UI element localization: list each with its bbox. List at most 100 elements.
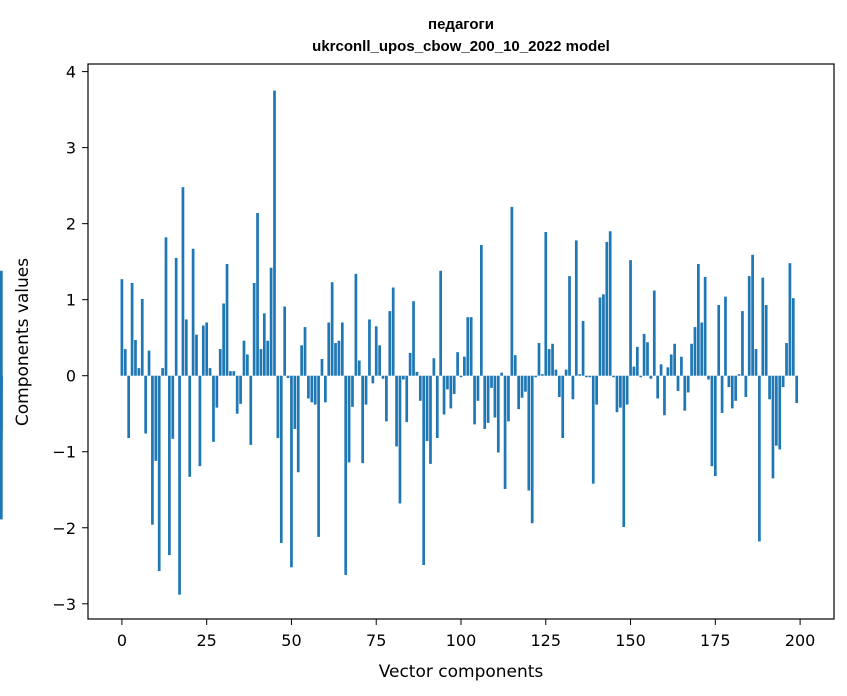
bar-53 — [300, 345, 303, 376]
bar-27 — [212, 375, 215, 442]
bar-42 — [262, 313, 266, 376]
bar-84 — [405, 375, 409, 423]
bar-3 — [130, 282, 134, 376]
bar-70 — [357, 360, 361, 376]
bar-20 — [188, 375, 192, 477]
y-tick-label: −3 — [52, 595, 76, 614]
bar-68 — [351, 375, 354, 407]
bar-98 — [452, 375, 456, 394]
bar-116 — [513, 355, 517, 376]
bar-64 — [337, 340, 341, 376]
bar-undefined — [0, 375, 3, 520]
bar-152 — [635, 346, 639, 376]
x-axis: 0 25 50 75 100 125 150 175 200 — [117, 619, 815, 650]
bar-78 — [385, 375, 388, 422]
bar-191 — [768, 375, 771, 400]
bar-90 — [425, 375, 429, 442]
bar-107 — [483, 375, 487, 429]
bar-54 — [303, 327, 307, 376]
bar-146 — [615, 375, 619, 413]
bar-24 — [201, 325, 205, 376]
x-tick-label: 75 — [366, 631, 386, 650]
bar-51 — [293, 375, 297, 429]
bar-99 — [456, 352, 459, 376]
bar-7 — [144, 375, 147, 434]
bar-19 — [184, 319, 188, 376]
bar-14 — [168, 375, 171, 556]
y-tick-label: 4 — [66, 63, 76, 82]
bar-154 — [642, 333, 646, 376]
bar-115 — [510, 206, 514, 376]
bar-186 — [751, 254, 754, 376]
bar-9 — [151, 375, 154, 525]
bar-139 — [591, 375, 595, 484]
bar-106 — [479, 244, 483, 376]
bar-63 — [334, 343, 337, 376]
bar-29 — [218, 349, 222, 376]
bar-16 — [174, 257, 178, 376]
bar-91 — [429, 375, 432, 464]
bar-66 — [344, 375, 348, 575]
bar-72 — [364, 375, 368, 405]
bar-148 — [622, 375, 626, 527]
bar-28 — [215, 375, 219, 408]
x-tick-label: 25 — [197, 631, 217, 650]
bar-40 — [256, 213, 259, 376]
bar-184 — [744, 375, 748, 397]
bar-131 — [564, 369, 568, 376]
bar-134 — [574, 240, 578, 376]
plot-frame — [87, 63, 835, 620]
bar-104 — [473, 375, 476, 425]
bar-197 — [788, 263, 792, 376]
bar-180 — [730, 375, 734, 409]
bar-118 — [520, 375, 524, 398]
bar-129 — [557, 375, 561, 397]
bar-71 — [361, 375, 365, 464]
bar-50 — [290, 375, 293, 568]
bar-192 — [771, 375, 775, 479]
x-tick-label: 125 — [530, 631, 561, 650]
bar-170 — [697, 263, 700, 376]
bar-81 — [395, 375, 398, 447]
y-tick-label: 1 — [66, 291, 76, 310]
bar-112 — [500, 372, 504, 376]
bar-21 — [191, 248, 195, 376]
bar-65 — [340, 322, 344, 376]
bar-169 — [693, 327, 697, 376]
bar-165 — [680, 356, 683, 376]
y-axis: −3 −2 −1 0 1 2 3 4 — [52, 63, 88, 614]
bar-144 — [608, 231, 612, 376]
bar-132 — [568, 276, 571, 376]
bar-102 — [466, 317, 470, 376]
bar-36 — [242, 340, 246, 376]
bar-25 — [205, 322, 209, 376]
bar-149 — [625, 375, 629, 405]
bar-39 — [252, 282, 256, 376]
y-tick-label: −1 — [52, 443, 76, 462]
bar-undefined — [0, 375, 3, 430]
bar-93 — [435, 375, 439, 439]
bar-173 — [707, 375, 710, 380]
y-tick-label: 0 — [66, 367, 76, 386]
bar-136 — [581, 320, 585, 376]
bar-61 — [327, 322, 331, 376]
bar-151 — [632, 366, 636, 376]
bar-164 — [676, 375, 680, 391]
bar-77 — [381, 375, 385, 379]
bar-183 — [741, 311, 744, 376]
bar-181 — [734, 375, 738, 401]
x-tick-label: 50 — [281, 631, 301, 650]
bar-86 — [412, 301, 415, 376]
bar-23 — [198, 375, 202, 467]
bar-59 — [320, 358, 324, 376]
bar-178 — [724, 296, 727, 376]
bar-55 — [307, 375, 310, 399]
bar-138 — [588, 375, 592, 378]
bar-30 — [222, 303, 225, 376]
bar-33 — [232, 371, 236, 376]
bar-87 — [415, 371, 419, 376]
bar-6 — [140, 298, 144, 376]
bar-11 — [157, 375, 161, 572]
bar-143 — [605, 241, 609, 376]
bar-0 — [120, 279, 124, 376]
